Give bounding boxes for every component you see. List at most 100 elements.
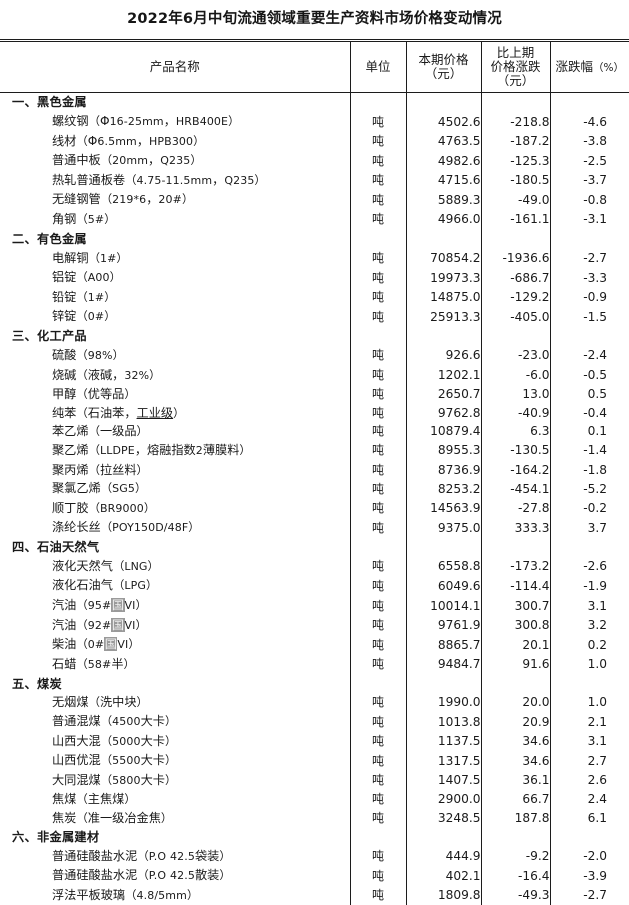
product-name: 铅锭（1#） — [0, 288, 350, 308]
col-header-price-change-line3: （元） — [482, 74, 550, 88]
product-price-change: 300.8 — [481, 616, 550, 636]
product-change-percent: -2.0 — [550, 847, 629, 867]
product-change-percent: -0.5 — [550, 366, 629, 386]
price-table: 产品名称 单位 本期价格 （元） 比上期 价格涨跌 （元） — [0, 39, 629, 905]
product-current-price: 4982.6 — [406, 151, 481, 171]
product-name: 聚丙烯（拉丝料） — [0, 461, 350, 480]
page-root: 2022年6月中旬流通领域重要生产资料市场价格变动情况 产品名称 单位 本期价格… — [0, 0, 629, 801]
product-unit: 吨 — [350, 576, 406, 596]
table-header-row: 产品名称 单位 本期价格 （元） 比上期 价格涨跌 （元） — [0, 41, 629, 93]
section-change-cell — [481, 230, 550, 249]
product-current-price: 9484.7 — [406, 655, 481, 675]
col-header-change-percent-unit: （%） — [593, 62, 624, 74]
product-unit: 吨 — [350, 268, 406, 288]
product-unit: 吨 — [350, 461, 406, 480]
section-percent-cell — [550, 93, 629, 113]
product-name: 普通硅酸盐水泥（P.O 42.5袋装） — [0, 847, 350, 867]
product-unit: 吨 — [350, 732, 406, 752]
section-header-row: 五、煤炭 — [0, 674, 629, 693]
product-name: 铝锭（A00） — [0, 268, 350, 288]
product-change-percent: -1.5 — [550, 307, 629, 327]
product-change-percent: -0.2 — [550, 499, 629, 519]
col-header-unit: 单位 — [350, 41, 406, 93]
product-name: 顺丁胶（BR9000） — [0, 499, 350, 519]
col-header-current-price: 本期价格 （元） — [406, 41, 481, 93]
product-price-change: -129.2 — [481, 288, 550, 308]
section-change-cell — [481, 674, 550, 693]
product-change-percent: -3.8 — [550, 132, 629, 152]
product-price-change: 13.0 — [481, 385, 550, 404]
product-price-change: -125.3 — [481, 151, 550, 171]
product-current-price: 9761.9 — [406, 616, 481, 636]
product-name: 石蜡（58#半） — [0, 655, 350, 675]
product-current-price: 4502.6 — [406, 112, 481, 132]
product-unit: 吨 — [350, 151, 406, 171]
product-current-price: 926.6 — [406, 346, 481, 366]
product-price-change: 6.3 — [481, 422, 550, 441]
section-header-row: 一、黑色金属 — [0, 93, 629, 113]
section-price-cell — [406, 674, 481, 693]
product-price-change: -130.5 — [481, 441, 550, 461]
product-price-change: -180.5 — [481, 171, 550, 191]
product-change-percent: -1.9 — [550, 576, 629, 596]
product-price-change: -16.4 — [481, 866, 550, 886]
section-price-cell — [406, 93, 481, 113]
product-price-change: 36.1 — [481, 771, 550, 791]
product-change-percent: -2.5 — [550, 151, 629, 171]
section-percent-cell — [550, 828, 629, 847]
product-price-change: -27.8 — [481, 499, 550, 519]
section-change-cell — [481, 538, 550, 557]
product-change-percent: -2.6 — [550, 557, 629, 577]
product-unit: 吨 — [350, 809, 406, 828]
product-price-change: 300.7 — [481, 596, 550, 616]
product-current-price: 1407.5 — [406, 771, 481, 791]
product-current-price: 8955.3 — [406, 441, 481, 461]
product-unit: 吨 — [350, 422, 406, 441]
product-change-percent: 2.1 — [550, 712, 629, 732]
product-change-percent: -3.7 — [550, 171, 629, 191]
col-header-price-change-line1: 比上期 — [482, 46, 550, 60]
product-price-change: 66.7 — [481, 790, 550, 809]
product-unit: 吨 — [350, 693, 406, 712]
product-unit: 吨 — [350, 479, 406, 499]
col-header-product-name: 产品名称 — [0, 41, 350, 93]
product-name: 汽油（95#国VI） — [0, 596, 350, 616]
product-change-percent: 3.1 — [550, 732, 629, 752]
product-name: 普通中板（20mm，Q235） — [0, 151, 350, 171]
product-name: 无烟煤（洗中块） — [0, 693, 350, 712]
section-change-cell — [481, 93, 550, 113]
product-change-percent: -0.9 — [550, 288, 629, 308]
product-name: 纯苯（石油苯，工业级） — [0, 404, 350, 423]
col-header-current-price-line1: 本期价格 — [407, 53, 481, 67]
product-current-price: 1202.1 — [406, 366, 481, 386]
product-current-price: 2650.7 — [406, 385, 481, 404]
product-change-percent: -3.3 — [550, 268, 629, 288]
product-unit: 吨 — [350, 596, 406, 616]
section-heading: 五、煤炭 — [0, 674, 350, 693]
product-unit: 吨 — [350, 132, 406, 152]
product-name: 柴油（0#国VI） — [0, 635, 350, 655]
product-unit: 吨 — [350, 210, 406, 230]
product-price-change: -1936.6 — [481, 249, 550, 269]
product-unit: 吨 — [350, 404, 406, 423]
col-header-price-change: 比上期 价格涨跌 （元） — [481, 41, 550, 93]
product-unit: 吨 — [350, 499, 406, 519]
product-current-price: 1317.5 — [406, 751, 481, 771]
product-unit: 吨 — [350, 307, 406, 327]
col-header-change-percent-label: 涨跌幅 — [556, 59, 594, 74]
product-current-price: 14563.9 — [406, 499, 481, 519]
product-unit: 吨 — [350, 886, 406, 905]
